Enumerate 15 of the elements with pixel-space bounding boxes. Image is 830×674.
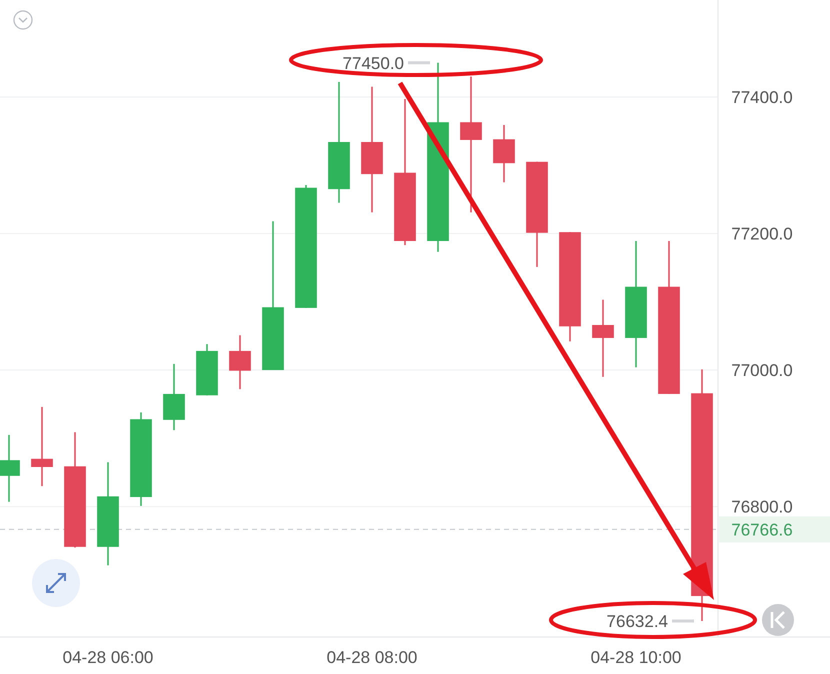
candlestick — [31, 406, 53, 487]
ref-line-label: 76766.6 — [731, 520, 793, 540]
y-tick-label: 77200.0 — [731, 224, 793, 244]
annotation: 77450.0 — [342, 54, 404, 73]
y-tick-label: 77000.0 — [731, 360, 793, 380]
y-tick-label: 76800.0 — [731, 498, 793, 517]
x-tick-label: 04-28 06:00 — [62, 648, 154, 667]
candlestick — [592, 298, 614, 378]
x-tick-label: 04-28 10:00 — [590, 648, 682, 667]
candlestick — [460, 76, 482, 214]
y-tick-label: 77400.0 — [731, 88, 793, 107]
annotation: 76632.4 — [606, 612, 668, 631]
x-tick-label: 04-28 08:00 — [326, 648, 418, 667]
candlestick — [229, 334, 251, 390]
candlestick — [493, 124, 515, 184]
